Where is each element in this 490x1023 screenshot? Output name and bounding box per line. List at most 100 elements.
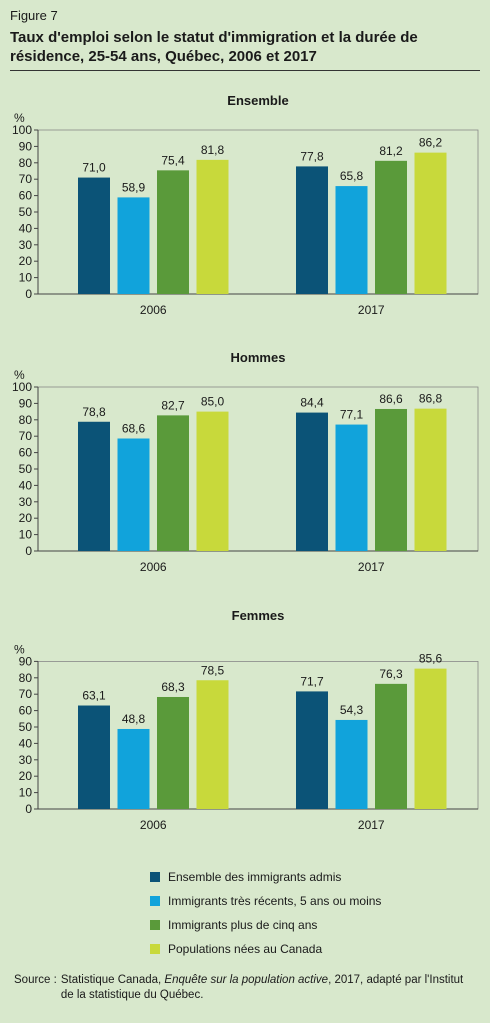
y-tick-label: 20 [19, 254, 33, 268]
source-text-before: Statistique Canada, [60, 974, 165, 986]
x-category-label: 2017 [358, 303, 385, 317]
bar [296, 166, 328, 294]
bar-value-label: 85,6 [419, 652, 443, 666]
bar [196, 411, 229, 551]
bar-value-label: 58,9 [122, 180, 146, 194]
y-tick-label: 30 [19, 753, 33, 767]
legend-swatch [150, 896, 160, 906]
y-axis-label: % [14, 642, 25, 656]
chart-femmes: Femmes% 0 10 20 30 40 50 60 70 80 90 63,1 48,8 68,3 78… [14, 608, 479, 832]
bar-value-label: 86,2 [419, 136, 443, 150]
bar [375, 683, 407, 809]
legend-swatch [150, 872, 160, 882]
bar-value-label: 71,7 [300, 674, 324, 688]
y-tick-label: 70 [19, 687, 33, 701]
bar [78, 177, 110, 294]
panel-ensemble: Ensemble% 0 10 20 30 40 50 60 70 80 90 100 71,0 58,9 7… [0, 90, 490, 325]
legend-swatch [150, 920, 160, 930]
bar [157, 170, 189, 294]
bar-value-label: 85,0 [201, 395, 225, 409]
bar [335, 186, 368, 294]
y-tick-label: 50 [19, 720, 33, 734]
y-tick-label: 40 [19, 221, 33, 235]
bar [414, 408, 447, 551]
bar [414, 668, 447, 809]
bar-value-label: 71,0 [82, 161, 106, 175]
bar-value-label: 82,7 [161, 398, 185, 412]
y-tick-label: 0 [25, 287, 32, 301]
source-text-after: , 2017, adapté par l'Institut de la stat… [60, 974, 464, 1001]
bar [117, 438, 150, 551]
y-tick-label: 70 [19, 429, 33, 443]
bar [296, 691, 328, 809]
y-tick-label: 20 [19, 511, 33, 525]
y-tick-label: 80 [19, 671, 33, 685]
bar [375, 160, 407, 294]
legend-item: Ensemble des immigrants admis [150, 865, 381, 889]
y-tick-label: 90 [19, 139, 33, 153]
x-category-label: 2017 [358, 560, 385, 574]
bar-value-label: 84,4 [300, 396, 324, 410]
legend-swatch [150, 944, 160, 954]
bar-value-label: 77,8 [300, 149, 324, 163]
bar [117, 728, 150, 809]
bar-value-label: 63,1 [82, 689, 106, 703]
x-category-label: 2006 [140, 818, 167, 832]
chart-title: Femmes [232, 608, 285, 623]
bar [196, 159, 229, 294]
legend-label: Immigrants plus de cinq ans [168, 918, 318, 932]
bar-value-label: 86,6 [379, 392, 403, 406]
chart-title: Ensemble [227, 93, 288, 108]
bar [414, 152, 447, 294]
legend-item: Populations nées au Canada [150, 937, 381, 961]
bar [78, 705, 110, 809]
figure-label: Figure 7 [10, 8, 58, 23]
legend-item: Immigrants très récents, 5 ans ou moins [150, 889, 381, 913]
source-note: Source : Statistique Canada, Enquête sur… [14, 973, 479, 1003]
legend: Ensemble des immigrants admis Immigrants… [150, 865, 381, 961]
y-tick-label: 80 [19, 156, 33, 170]
y-tick-label: 70 [19, 172, 33, 186]
x-category-label: 2006 [140, 303, 167, 317]
y-tick-label: 40 [19, 736, 33, 750]
legend-item: Immigrants plus de cinq ans [150, 913, 381, 937]
y-tick-label: 30 [19, 495, 33, 509]
bar-value-label: 77,1 [340, 408, 364, 422]
bar [335, 424, 368, 551]
y-tick-label: 0 [25, 544, 32, 558]
bar [335, 719, 368, 809]
panel-femmes: Femmes% 0 10 20 30 40 50 60 70 80 90 63,1 48,8 68,3 78… [0, 605, 490, 840]
x-category-label: 2006 [140, 560, 167, 574]
bar [375, 408, 407, 551]
y-tick-label: 60 [19, 446, 33, 460]
bar-value-label: 48,8 [122, 712, 146, 726]
figure-title: Taux d'emploi selon le statut d'immigrat… [10, 29, 418, 65]
bar [117, 197, 150, 294]
chart-title: Hommes [231, 350, 286, 365]
y-tick-label: 50 [19, 205, 33, 219]
bar-value-label: 54,3 [340, 703, 364, 717]
y-tick-label: 10 [19, 271, 33, 285]
legend-label: Ensemble des immigrants admis [168, 870, 342, 884]
bar-value-label: 78,5 [201, 663, 225, 677]
source-label: Source : [14, 974, 57, 986]
y-tick-label: 90 [19, 654, 33, 668]
chart-ensemble: Ensemble% 0 10 20 30 40 50 60 70 80 90 100 71,0 58,9 7… [12, 93, 479, 317]
y-tick-label: 60 [19, 189, 33, 203]
bar-value-label: 76,3 [379, 667, 403, 681]
y-tick-label: 10 [19, 528, 33, 542]
bar [78, 421, 110, 551]
y-tick-label: 10 [19, 786, 33, 800]
bar-value-label: 78,8 [82, 405, 106, 419]
y-tick-label: 60 [19, 704, 33, 718]
bar-value-label: 65,8 [340, 169, 364, 183]
y-tick-label: 30 [19, 238, 33, 252]
y-tick-label: 0 [25, 802, 32, 816]
bar [157, 415, 189, 551]
y-tick-label: 90 [19, 396, 33, 410]
bar-value-label: 68,6 [122, 421, 146, 435]
y-axis-label: % [14, 111, 25, 125]
y-tick-label: 80 [19, 413, 33, 427]
y-axis-label: % [14, 368, 25, 382]
legend-label: Populations nées au Canada [168, 942, 323, 956]
